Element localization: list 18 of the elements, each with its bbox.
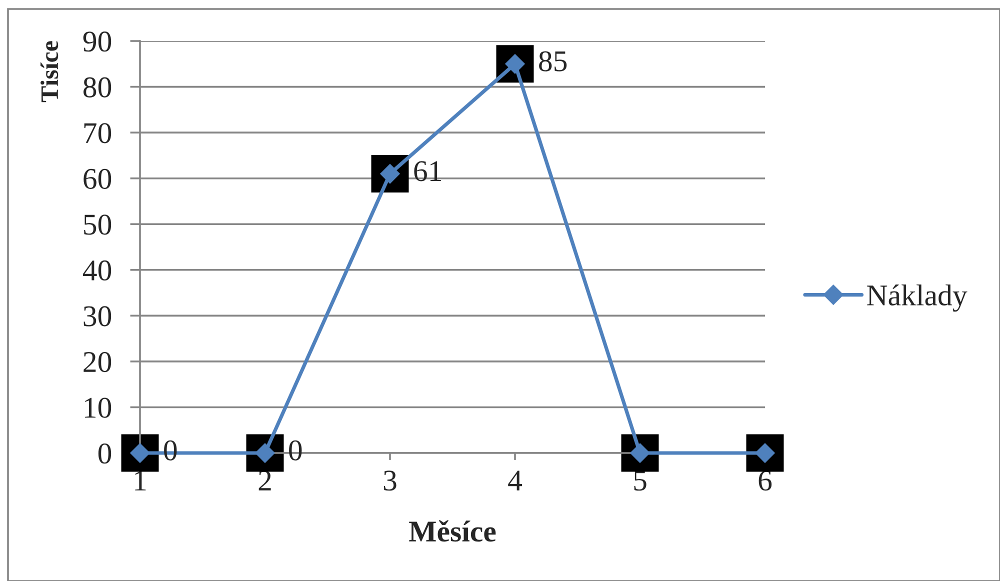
x-tick-label: 1 [135, 470, 146, 490]
y-tick-label: 60 [84, 168, 112, 189]
y-tick-label: 90 [83, 32, 112, 52]
data-label: 61 [414, 161, 441, 182]
x-tick-label: 4 [508, 470, 522, 490]
y-tick-label: 80 [84, 77, 112, 98]
y-tick-label: 10 [84, 398, 112, 418]
y-tick-label: 50 [84, 214, 112, 235]
y-tick-label: 40 [82, 260, 112, 281]
x-axis-title: Měsíce [409, 520, 496, 542]
y-tick-label: 20 [84, 352, 112, 372]
legend-label: Náklady [867, 284, 968, 312]
y-tick-label: 0 [98, 444, 112, 464]
data-label: 85 [539, 51, 567, 72]
x-tick-label: 3 [384, 470, 396, 491]
y-tick-label: 70 [84, 123, 112, 144]
y-axis-title: Tisíce [40, 41, 58, 102]
y-tick-label: 30 [84, 306, 112, 326]
